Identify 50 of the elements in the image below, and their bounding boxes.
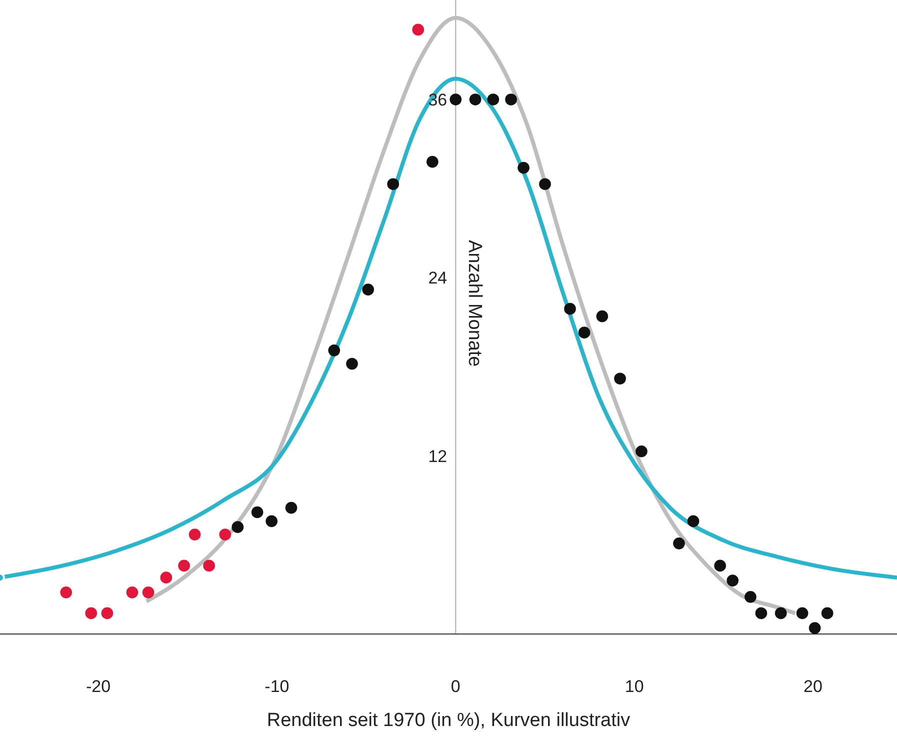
point (578, 326, 590, 338)
point (487, 94, 500, 106)
point (614, 372, 626, 385)
point (232, 521, 244, 533)
point (203, 560, 215, 572)
point (505, 94, 517, 106)
point (328, 344, 340, 356)
point (673, 538, 685, 550)
point (687, 515, 700, 528)
point (636, 445, 648, 458)
x-axis-title: Renditen seit 1970 (in %), Kurven illustrativ (266, 710, 631, 731)
point (188, 528, 201, 540)
x-tick-label: -10 (264, 677, 290, 696)
point (518, 162, 530, 174)
x-tick-label: -20 (86, 677, 111, 696)
point (539, 178, 551, 190)
point (755, 607, 768, 620)
point (219, 528, 232, 540)
point (346, 358, 358, 370)
point (744, 590, 756, 603)
x-tick-label: 20 (804, 677, 822, 696)
point (596, 310, 608, 322)
x-tick-label: 10 (624, 677, 644, 696)
point (564, 302, 576, 315)
y-tick-label: 12 (428, 446, 448, 466)
point (821, 607, 834, 620)
point (251, 506, 264, 518)
point (101, 607, 114, 620)
point (85, 607, 98, 620)
point (362, 284, 374, 296)
point (469, 94, 482, 106)
point (285, 502, 298, 514)
point (796, 607, 808, 620)
point (178, 560, 190, 572)
point (714, 560, 726, 572)
point (60, 586, 72, 598)
point (412, 24, 424, 36)
y-tick-label: 24 (428, 268, 448, 288)
point (142, 586, 154, 598)
point (450, 94, 462, 106)
point (808, 622, 821, 634)
point (126, 586, 138, 598)
point (266, 515, 278, 528)
point (387, 178, 400, 190)
y-axis-title: Anzahl Monate (463, 240, 486, 367)
point (726, 574, 739, 586)
point (426, 156, 438, 168)
x-tick-label: 0 (450, 677, 460, 696)
point (774, 607, 787, 620)
point (160, 572, 172, 584)
